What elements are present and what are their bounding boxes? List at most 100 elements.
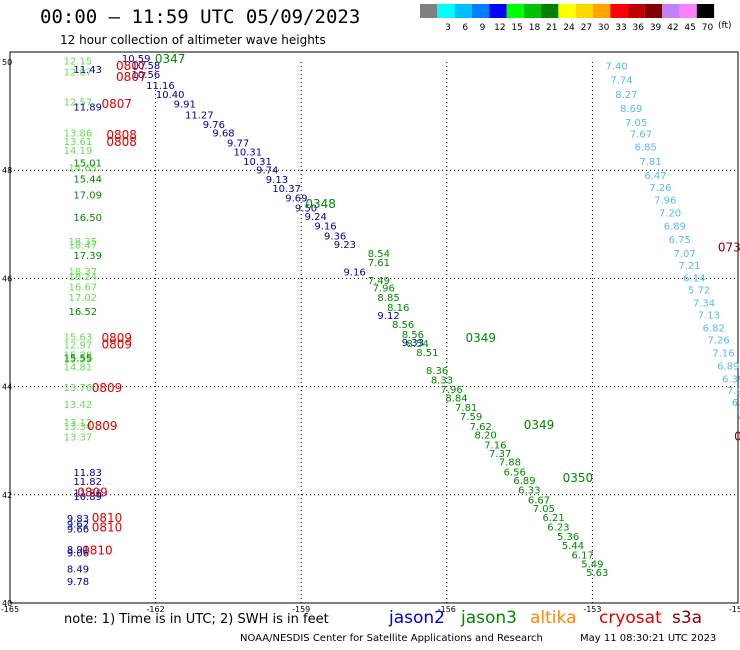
legend-cryosat: cryosat (599, 608, 662, 628)
scale-swatch (558, 4, 576, 18)
scale-swatch (679, 4, 697, 18)
wave-height-point: 16.52 (68, 307, 97, 318)
scale-tick-label: 36 (633, 23, 645, 33)
scale-swatch (627, 4, 645, 18)
scale-swatch (523, 4, 542, 18)
wave-height-point: 9.77 (227, 138, 249, 149)
wave-height-point: 8.36 (426, 366, 448, 377)
x-tick-label: -156 (438, 605, 456, 614)
wave-height-point: 6.89 (513, 476, 535, 487)
wave-height-point: 17.09 (73, 190, 102, 201)
wave-height-point: 7.05 (625, 118, 647, 129)
pass-time-label: 0807 (101, 97, 132, 111)
pass-time-label: 0349 (465, 331, 496, 345)
x-tick-label: -165 (1, 605, 19, 614)
scale-swatch (506, 4, 524, 18)
wave-height-point: 7.81 (455, 403, 477, 414)
wave-height-point: 9.62 (67, 519, 89, 530)
wave-height-point: 11.43 (73, 65, 102, 76)
wave-height-point: 9.66 (67, 525, 89, 536)
y-tick-label: 50 (2, 58, 12, 67)
wave-height-point: 7.20 (659, 209, 681, 220)
scale-swatch (696, 4, 715, 18)
wave-height-point: 8.27 (615, 90, 637, 101)
wave-height-point: 15.44 (73, 175, 102, 186)
wave-height-point: 9.13 (266, 175, 288, 186)
wave-height-point: 10.89 (73, 492, 102, 503)
wave-height-point: 12.15 (64, 57, 93, 68)
wave-height-point: 9.68 (212, 129, 234, 140)
wave-height-point: 7.56 (737, 411, 740, 422)
wave-height-point: 7.74 (610, 76, 632, 87)
wave-height-point: 5.72 (688, 286, 710, 297)
pass-time-label: 0809 (101, 338, 132, 352)
wave-height-point: 6.47 (644, 171, 666, 182)
wave-height-point: 7.88 (499, 458, 521, 469)
wave-height-point: 7.26 (707, 335, 729, 346)
scale-swatch (420, 4, 438, 18)
wave-height-point: 10.58 (132, 61, 161, 72)
wave-height-point: 7.49 (368, 276, 390, 287)
pass-time-label: 0349 (524, 418, 555, 432)
wave-height-point: 8.56 (402, 330, 424, 341)
footer-timestamp: May 11 08:30:21 UTC 2023 (580, 633, 717, 644)
pass-time-label: 0350 (563, 471, 594, 485)
wave-height-point: 18.37 (68, 267, 97, 278)
wave-height-point: 15.63 (64, 333, 93, 344)
y-tick-label: 48 (2, 166, 12, 175)
wave-height-point: 16.67 (68, 282, 97, 293)
wave-height-point: 6.85 (635, 143, 657, 154)
wave-height-point: 8.54 (407, 339, 429, 350)
x-tick-label: -153 (583, 605, 601, 614)
scale-swatch (489, 4, 507, 18)
wave-height-point: 10.31 (243, 157, 272, 168)
wave-height-point: 6.33 (518, 486, 540, 497)
wave-height-point: 6.89 (664, 222, 686, 233)
color-scale-unit: (ft) (718, 21, 732, 31)
pass-time-label: 0810 (82, 543, 113, 557)
wave-height-point: 8.85 (377, 293, 399, 304)
wave-height-point: 7.26 (649, 183, 671, 194)
wave-height-point: 9.33 (402, 338, 424, 349)
wave-height-chart: -165 -162 -159 -156 -153 -150 50 48 46 44 42 40 12.1… (1, 51, 740, 614)
wave-height-point: 11.86 (73, 488, 102, 499)
wave-height-point: 13.76 (64, 383, 93, 394)
wave-height-point: 5.44 (562, 541, 584, 552)
scale-tick-label: 45 (684, 23, 695, 33)
wave-height-point: 8.16 (387, 303, 409, 314)
wave-height-point: 7.34 (693, 299, 715, 310)
scale-tick-label: 21 (546, 23, 557, 33)
wave-height-point: 7.13 (698, 310, 720, 321)
x-tick-label: -159 (292, 605, 310, 614)
pass-time-label: 0348 (305, 197, 336, 211)
wave-height-point: 8.84 (445, 394, 467, 405)
wave-height-point: 8.56 (392, 320, 414, 331)
scale-tick-label: 33 (615, 23, 626, 33)
wave-height-point: 15.28 (64, 350, 93, 361)
y-tick-label: 46 (2, 274, 12, 283)
wave-height-point: 8.49 (67, 565, 89, 576)
page-title: 00:00 – 11:59 UTC 05/09/2023 (40, 6, 361, 28)
wave-height-point: 7.07 (673, 249, 695, 260)
wave-height-point: 16.50 (73, 213, 102, 224)
wave-height-point: 7.62 (470, 422, 492, 433)
wave-height-point: 14.19 (64, 146, 93, 157)
wave-height-point: 12.07 (64, 68, 93, 79)
wave-height-point: 18.35 (68, 237, 97, 248)
pass-time-label: 0810 (92, 511, 123, 525)
pass-time-label: 0 (734, 430, 740, 444)
footer-credit: NOAA/NESDIS Center for Satellite Applica… (240, 633, 543, 644)
wave-height-point: 8.51 (416, 348, 438, 359)
wave-height-point: 17.02 (68, 293, 97, 304)
pass-time-label: 0809 (101, 331, 132, 345)
wave-height-point: 6.75 (669, 235, 691, 246)
pass-time-label: 0732 (718, 240, 740, 254)
wave-height-point: 6.39 (722, 374, 740, 385)
wave-height-point: 10.59 (122, 54, 151, 65)
pass-time-label: 0809 (92, 381, 123, 395)
wave-height-point: 7.16 (484, 440, 506, 451)
scale-tick-label: 9 (480, 23, 486, 33)
legend-s3a: s3a (672, 608, 703, 628)
wave-height-point: 11.89 (73, 103, 102, 114)
wave-height-point: 13.61 (64, 137, 93, 148)
